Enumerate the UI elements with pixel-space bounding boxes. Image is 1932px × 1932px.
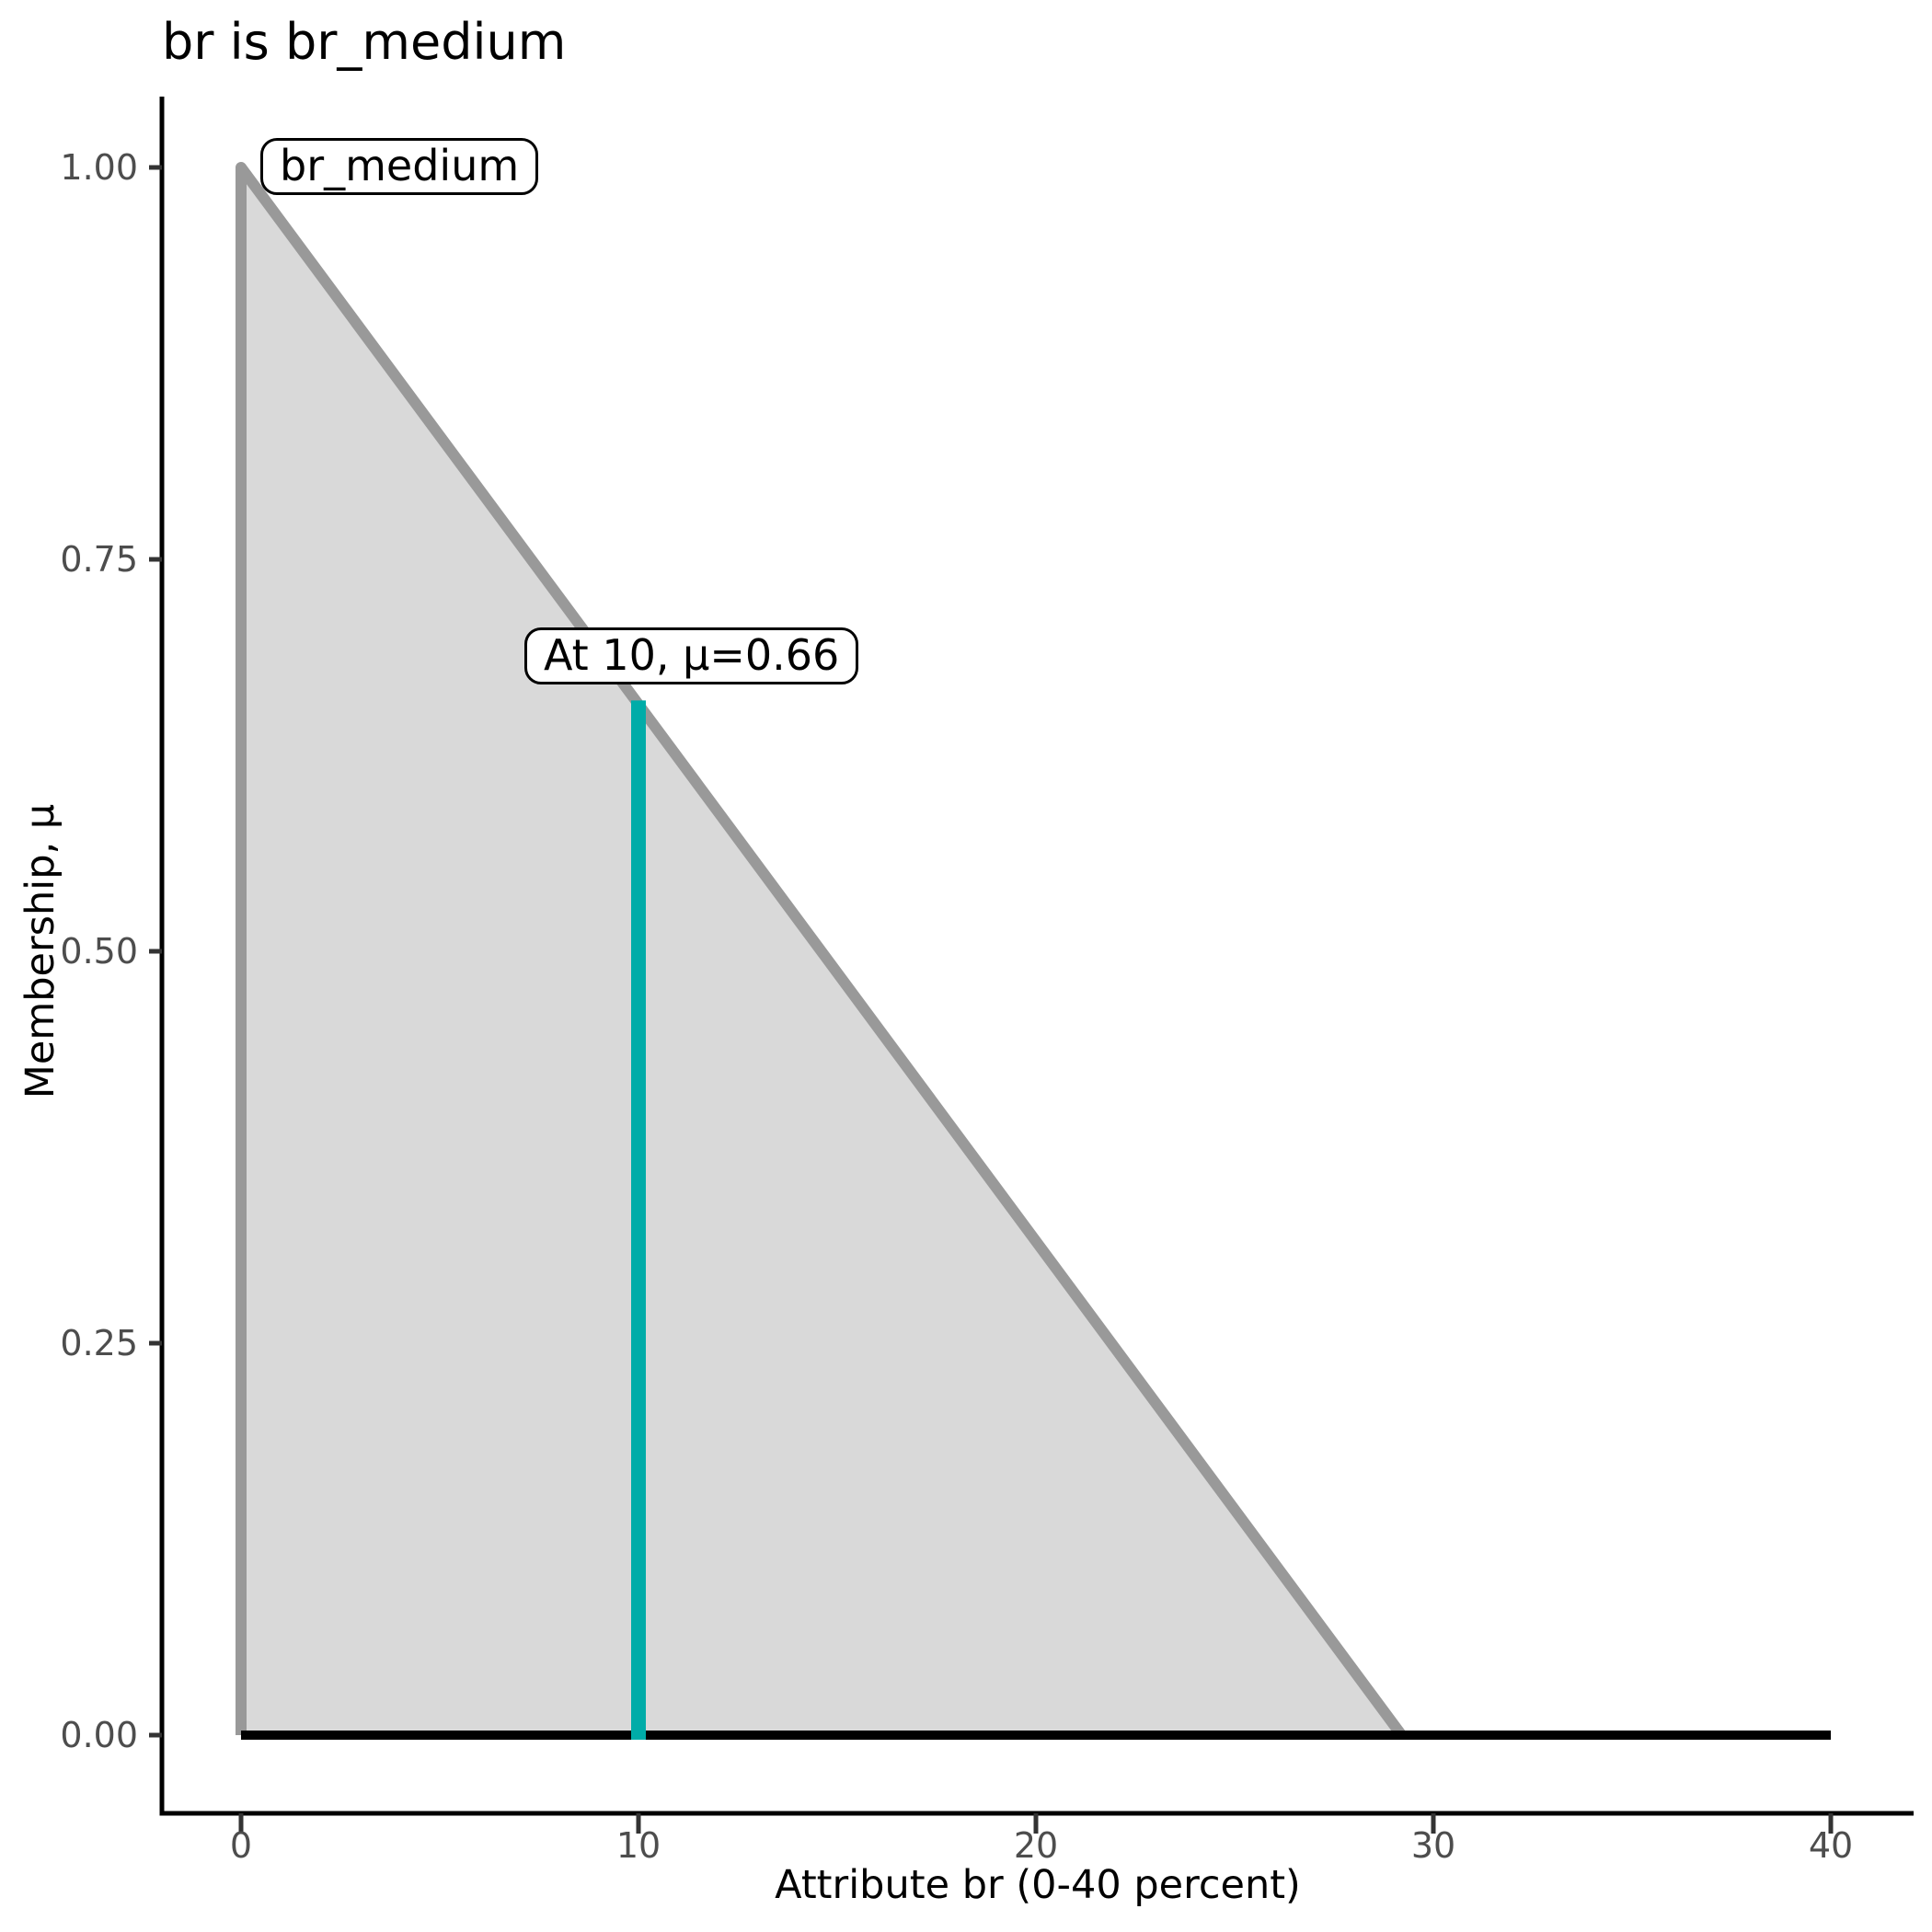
x-tick-label-20: 20 [1013,1825,1059,1866]
membership-line [236,162,1407,1739]
chart-title: br is br_medium [162,13,567,71]
x-axis-title: Attribute br (0-40 percent) [775,1862,1301,1908]
x-tick-label-40: 40 [1808,1825,1854,1866]
x-tick-label-30: 30 [1410,1825,1456,1866]
membership-function-label: br_medium [260,138,539,195]
crisp-value-label: At 10, μ=0.66 [524,627,859,684]
x-tick-label-10: 10 [615,1825,661,1866]
y-tick-label-0.75: 0.75 [60,539,138,580]
y-tick-label-0.25: 0.25 [60,1323,138,1363]
y-axis-title: Membership, μ [17,803,63,1099]
y-tick-label-0.00: 0.00 [60,1715,138,1755]
y-tick-label-0.50: 0.50 [60,931,138,972]
x-tick-label-0: 0 [229,1825,253,1866]
y-tick-label-1.00: 1.00 [60,147,138,188]
